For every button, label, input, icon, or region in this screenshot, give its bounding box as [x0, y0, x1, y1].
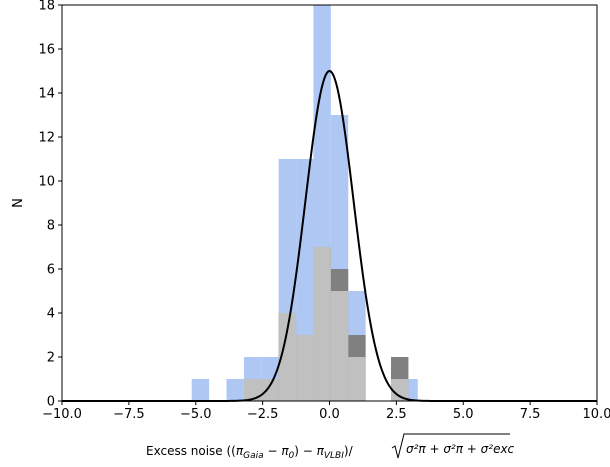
histogram-bar-s2-b2 [278, 313, 297, 401]
x-tick-label: 7.5 [520, 407, 541, 422]
y-tick-label: 6 [47, 263, 55, 278]
histogram-bar-s0-b0 [191, 379, 210, 401]
x-axis-label-pi-vlbi: π [317, 444, 325, 458]
x-tick-label: −7.5 [113, 407, 145, 422]
histogram-bar-s2-b5 [330, 291, 349, 401]
y-tick-label: 16 [38, 43, 55, 58]
y-axis-ticks: 0 2 4 6 8 10 12 14 16 18 [38, 0, 62, 410]
histogram-bars [191, 5, 418, 401]
y-tick-label: 8 [47, 219, 55, 234]
x-axis-label-minus: − [264, 444, 282, 458]
histogram-bar-s2-b1 [261, 379, 279, 401]
x-tick-label: 5.0 [453, 407, 474, 422]
x-axis-ticks: −10.0 −7.5 −5.0 −2.5 0.0 2.5 5.0 7.5 10.0 [42, 401, 610, 422]
histogram-bar-s2-b0 [243, 379, 262, 401]
y-tick-label: 10 [38, 175, 55, 190]
y-tick-label: 12 [38, 131, 55, 146]
histogram-bar-s2-b6 [348, 357, 366, 401]
histogram-bar-s0-b1 [226, 379, 244, 401]
x-axis-label-vlbi-sub: VLBI [324, 451, 344, 461]
x-tick-label: −2.5 [247, 407, 279, 422]
x-axis-label-close2: )/ [344, 444, 354, 458]
x-axis-label-pi-gaia: π [236, 444, 244, 458]
x-tick-label: 10.0 [583, 407, 610, 422]
x-tick-label: 2.5 [386, 407, 407, 422]
x-axis-label-0-sub: 0 [289, 451, 295, 461]
y-tick-label: 4 [47, 307, 55, 322]
y-tick-label: 0 [47, 395, 55, 410]
x-tick-label: −5.0 [180, 407, 212, 422]
y-axis-label: N [11, 198, 26, 208]
histogram-bar-s2-b3 [296, 335, 314, 401]
x-axis-label-close1: ) − [294, 444, 316, 458]
x-axis-label-gaia-sub: Gaia [243, 451, 264, 461]
y-tick-label: 14 [38, 87, 55, 102]
x-tick-label: 0.0 [319, 407, 340, 422]
histogram-bar-s2-b4 [313, 247, 331, 401]
x-axis-label-prefix: Excess noise (( [146, 444, 236, 458]
y-tick-label: 18 [38, 0, 55, 14]
x-axis-label: Excess noise ((πGaia − π0) − πVLBI)/ σ²π… [146, 433, 515, 461]
histogram-bar-s2-b7 [391, 379, 409, 401]
x-axis-label-sqrt-content: σ²π + σ²π + σ²exc [406, 442, 515, 456]
y-tick-label: 2 [47, 351, 55, 366]
sqrt-symbol [391, 433, 510, 459]
x-tick-label: −10.0 [42, 407, 82, 422]
svg-text:Excess noise ((πGaia − π0) − π: Excess noise ((πGaia − π0) − πVLBI)/ [146, 444, 354, 461]
x-axis-label-pi-0: π [281, 444, 289, 458]
